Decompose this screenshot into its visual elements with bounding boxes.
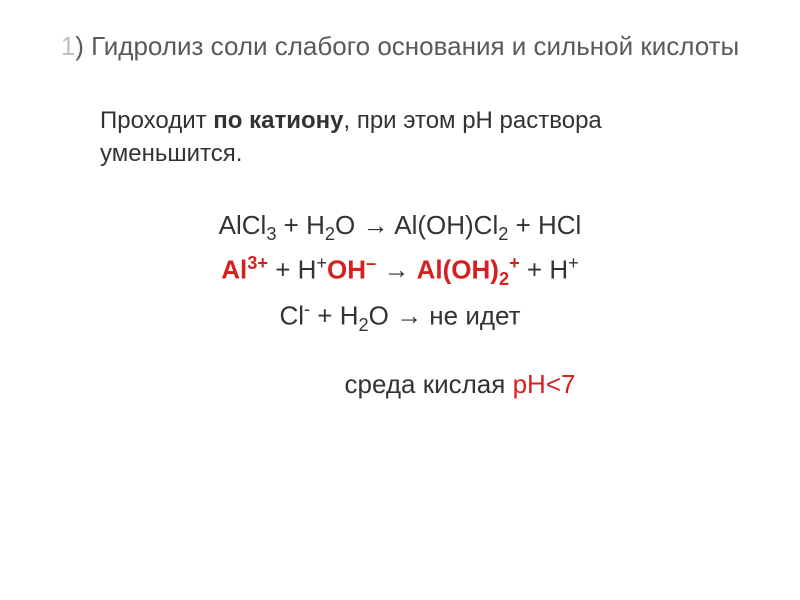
eq1-reactant1: AlCl (219, 210, 267, 240)
eq2-oh: OH (327, 255, 366, 285)
eq1-sub2: 2 (325, 224, 335, 244)
title-prefix: ) (75, 31, 91, 61)
eq2-oh-charge: – (366, 253, 376, 273)
eq3-sub: 2 (359, 314, 369, 334)
equation-line-3: Cl- + H2O → не идет (50, 296, 750, 339)
eq2-al-charge: 3+ (247, 253, 268, 273)
eq2-h2-charge: + (568, 253, 579, 273)
eq2-al: Al (221, 255, 247, 285)
eq3-cl: Cl (279, 300, 304, 330)
eq1-mid: O → Al(OH)Cl (335, 210, 498, 240)
eq1-plus2: + HCl (508, 210, 581, 240)
eq2-h: H (298, 255, 317, 285)
subtitle: Проходит по катиону, при этом рН раствор… (100, 104, 750, 171)
conclusion: среда кислая рН<7 (170, 369, 750, 400)
eq2-arrow: → (376, 255, 416, 285)
subtitle-bold: по катиону (213, 107, 343, 134)
conclusion-text: среда кислая (345, 369, 513, 399)
eq1-plus1: + H (276, 210, 324, 240)
conclusion-ph: рН (513, 369, 546, 399)
conclusion-lt: < (546, 369, 561, 399)
equation-line-1: AlCl3 + H2O → Al(OH)Cl2 + HCl (50, 206, 750, 248)
slide-title: 1) Гидролиз соли слабого основания и сил… (50, 30, 750, 64)
title-text: Гидролиз соли слабого основания и сильно… (91, 31, 739, 61)
equations-block: AlCl3 + H2O → Al(OH)Cl2 + HCl Al3+ + H+O… (50, 206, 750, 339)
conclusion-seven: 7 (561, 369, 575, 399)
title-number: 1 (61, 31, 75, 61)
eq1-sub1: 3 (266, 224, 276, 244)
eq2-plus1: + (268, 255, 298, 285)
eq2-plus2: + H (520, 255, 568, 285)
eq2-h-charge: + (316, 253, 327, 273)
eq2-aloh: Al(OH) (417, 255, 499, 285)
equation-line-2: Al3+ + H+OH– → Al(OH)2+ + H+ (50, 250, 750, 293)
eq2-aloh-charge: + (509, 253, 520, 273)
eq3-plus: + H (310, 300, 358, 330)
eq1-sub3: 2 (498, 224, 508, 244)
eq2-aloh-sub: 2 (499, 269, 509, 289)
subtitle-part1: Проходит (100, 107, 213, 134)
eq3-rest: O → не идет (369, 300, 521, 330)
